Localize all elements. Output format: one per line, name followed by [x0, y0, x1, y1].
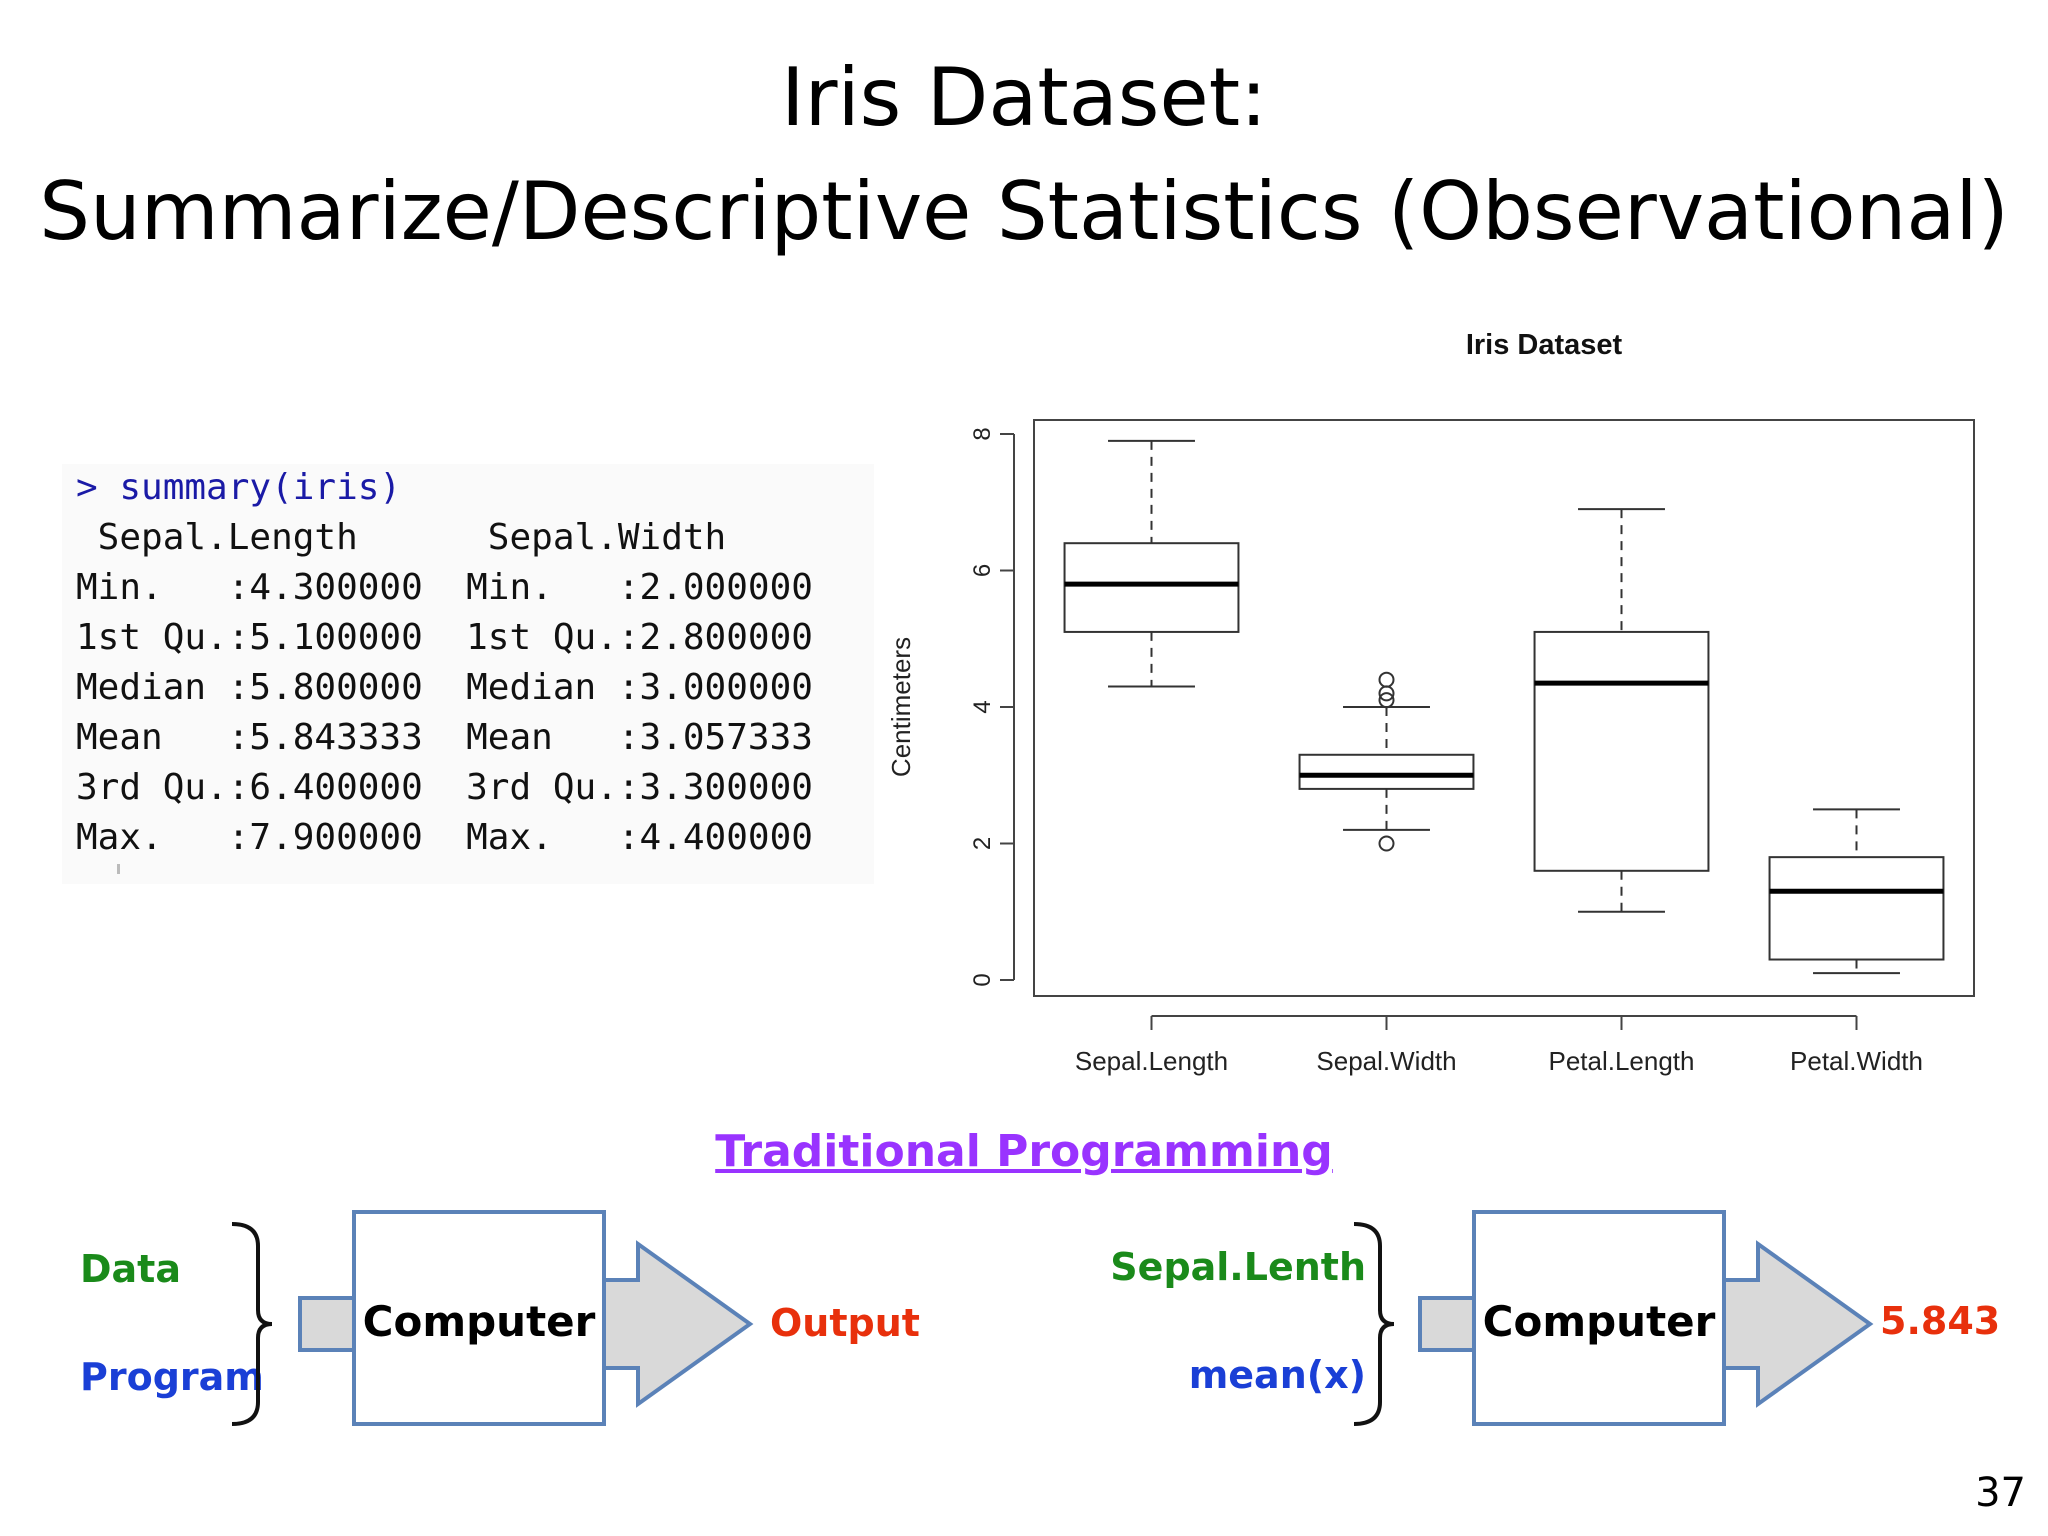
console-row-q3: 3rd Qu.:6.400000 3rd Qu.:3.300000: [76, 767, 813, 808]
x-tick-label: Sepal.Length: [1075, 1046, 1228, 1076]
y-tick-label: 0: [969, 973, 996, 986]
right-input-connector: [1418, 1296, 1478, 1352]
traditional-programming-heading[interactable]: Traditional Programming: [715, 1126, 1333, 1177]
y-tick-label: 8: [969, 427, 996, 440]
console-row-median: Median :5.800000 Median :3.000000: [76, 667, 813, 708]
left-diagram: Data Program Computer Output: [80, 1210, 920, 1426]
x-tick-label: Petal.Length: [1548, 1046, 1694, 1076]
r-console-output: > summary(iris) Sepal.Length Sepal.Width…: [62, 464, 874, 884]
outlier-point: [1378, 671, 1395, 688]
left-input-connector: [298, 1296, 358, 1352]
console-row-min: Min. :4.300000 Min. :2.000000: [76, 567, 813, 608]
console-row-mean: Mean :5.843333 Mean :3.057333: [76, 717, 813, 758]
right-brace: [1353, 1222, 1395, 1426]
right-input-sepal-length: Sepal.Lenth: [1110, 1245, 1366, 1289]
box: [1063, 542, 1240, 633]
console-command: > summary(iris): [76, 467, 402, 508]
y-axis-label: Centimeters: [886, 637, 916, 777]
right-computer-label: Computer: [1483, 1297, 1716, 1346]
slide-title-line-2: Summarize/Descriptive Statistics (Observ…: [39, 165, 2009, 258]
left-output-label: Output: [770, 1301, 920, 1345]
left-input-program: Program: [80, 1355, 264, 1399]
console-row-q1: 1st Qu.:5.100000 1st Qu.:2.800000: [76, 617, 813, 658]
left-brace: [231, 1222, 273, 1426]
right-input-mean: mean(x): [1189, 1353, 1366, 1397]
right-output-arrow: [1722, 1240, 1874, 1408]
y-tick-label: 2: [969, 837, 996, 850]
plot-frame: [1033, 419, 1975, 997]
boxplot-chart: Iris Dataset 0 2 4 6 8 Centimeters Sepal.Length…: [886, 329, 1975, 1076]
slide-title-line-1: Iris Dataset:: [780, 51, 1268, 144]
console-cursor: [117, 864, 120, 874]
y-tick-label: 4: [969, 700, 996, 713]
chart-title: Iris Dataset: [1466, 329, 1623, 361]
box: [1298, 753, 1475, 790]
traditional-programming-diagram: Data Program Computer Output Sepal.Lenth…: [80, 1210, 2000, 1426]
right-diagram: Sepal.Lenth mean(x) Computer 5.843: [1110, 1210, 2000, 1426]
outlier-point: [1378, 692, 1395, 709]
page-number: 37: [1975, 1470, 2026, 1516]
y-tick-label: 6: [969, 564, 996, 577]
console-row-max: Max. :7.900000 Max. :4.400000: [76, 817, 813, 858]
left-output-arrow: [602, 1240, 754, 1408]
x-tick-label: Sepal.Width: [1316, 1046, 1456, 1076]
box: [1533, 630, 1710, 872]
right-computer-box: [1472, 1210, 1726, 1426]
box: [1768, 856, 1945, 961]
right-output-value: 5.843: [1880, 1299, 2000, 1343]
x-tick-label: Petal.Width: [1790, 1046, 1923, 1076]
left-computer-label: Computer: [363, 1297, 596, 1346]
outlier-point: [1378, 835, 1395, 852]
console-header: Sepal.Length Sepal.Width: [76, 517, 727, 558]
left-input-data: Data: [80, 1247, 181, 1291]
